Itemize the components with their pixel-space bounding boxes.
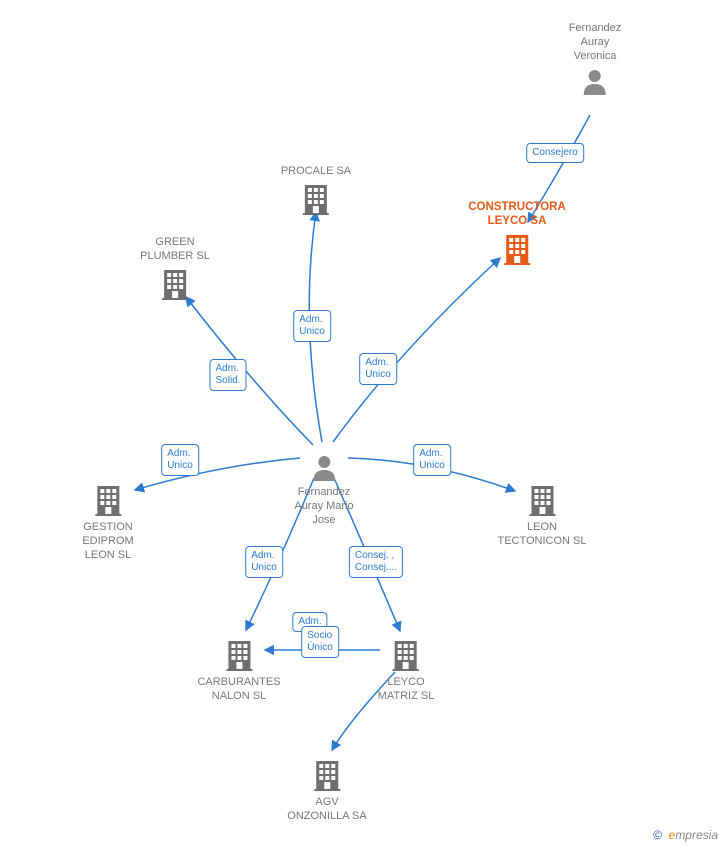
edge-label-leyco_matriz-carburantes[interactable]: Socio Único xyxy=(301,626,339,658)
diagram-canvas: Fernandez Auray Mario Jose Fernandez Aura… xyxy=(0,0,728,850)
building-icon xyxy=(301,183,331,220)
node-label: AGV ONZONILLA SA xyxy=(287,796,366,824)
edge-label-center-procale[interactable]: Adm. Unico xyxy=(293,310,331,342)
edge-label-center-tectonicon[interactable]: Adm. Unico xyxy=(413,444,451,476)
edge-label-center-leyco_matriz[interactable]: Consej. , Consej.... xyxy=(349,546,403,578)
node-agv[interactable]: AGV ONZONILLA SA xyxy=(287,755,366,824)
brand-rest: mpresia xyxy=(675,828,718,842)
node-label: CARBURANTES NALON SL xyxy=(197,676,280,704)
node-veronica[interactable]: Fernandez Auray Veronica xyxy=(569,22,622,100)
node-label: CONSTRUCTORA LEYCO SA xyxy=(468,200,566,229)
node-tectonicon[interactable]: LEON TECTONICON SL xyxy=(497,480,586,549)
node-label: LEYCO MATRIZ SL xyxy=(378,676,435,704)
edge-label-center-constructora[interactable]: Adm. Unico xyxy=(359,353,397,385)
building-icon xyxy=(502,233,532,270)
edge-label-center-carburantes[interactable]: Adm. Unico xyxy=(245,546,283,578)
copyright-symbol: © xyxy=(653,828,662,842)
person-icon xyxy=(310,453,338,486)
node-green[interactable]: GREEN PLUMBER SL xyxy=(140,236,210,305)
node-label: LEON TECTONICON SL xyxy=(497,521,586,549)
node-label: GESTION EDIPROM LEON SL xyxy=(82,521,133,562)
building-icon xyxy=(527,484,557,521)
person-icon xyxy=(581,67,609,100)
node-label: Fernandez Auray Veronica xyxy=(569,22,622,63)
edge-label-center-green[interactable]: Adm. Solid. xyxy=(209,359,246,391)
edge-center-constructora xyxy=(333,258,500,442)
node-label: PROCALE SA xyxy=(281,165,351,179)
node-label: GREEN PLUMBER SL xyxy=(140,236,210,264)
footer-credit: © empresia xyxy=(653,828,718,842)
edge-label-veronica-constructora[interactable]: Consejero xyxy=(526,143,584,163)
building-icon xyxy=(93,484,123,521)
node-procale[interactable]: PROCALE SA xyxy=(281,165,351,220)
building-icon xyxy=(224,639,254,676)
node-gestion[interactable]: GESTION EDIPROM LEON SL xyxy=(82,480,133,562)
node-carburantes[interactable]: CARBURANTES NALON SL xyxy=(197,635,280,704)
building-icon xyxy=(391,639,421,676)
node-label: Fernandez Auray Mario Jose xyxy=(294,486,353,527)
edges-layer xyxy=(0,0,728,850)
node-constructora[interactable]: CONSTRUCTORA LEYCO SA xyxy=(468,200,566,270)
edge-label-center-gestion[interactable]: Adm. Unico xyxy=(161,444,199,476)
building-icon xyxy=(160,268,190,305)
building-icon xyxy=(312,759,342,796)
edge-center-gestion xyxy=(135,458,300,490)
node-center[interactable]: Fernandez Auray Mario Jose xyxy=(294,449,353,527)
node-leyco_matriz[interactable]: LEYCO MATRIZ SL xyxy=(378,635,435,704)
